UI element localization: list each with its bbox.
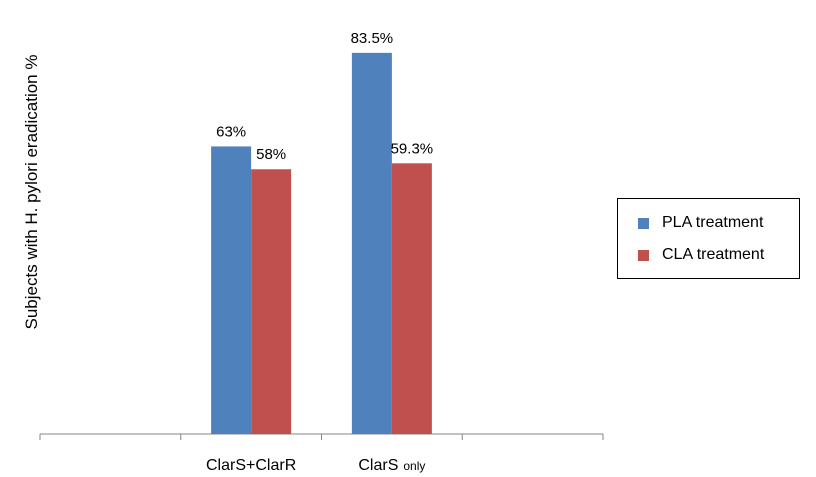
bar	[391, 163, 432, 435]
legend-label-cla: CLA treatment	[662, 246, 765, 263]
legend-item-cla: CLA treatment	[638, 245, 764, 265]
x-tick-labels: ClarS+ClarR ClarS only	[206, 457, 425, 474]
legend-swatch-cla	[638, 249, 649, 261]
bar	[211, 146, 252, 434]
data-label: 63%	[216, 123, 246, 140]
bar	[351, 52, 392, 435]
bar	[251, 169, 292, 434]
y-axis-label: Subjects with H. pylori eradication %	[22, 55, 41, 330]
x-tick-label: ClarS+ClarR	[206, 457, 296, 474]
x-axis	[39, 433, 604, 440]
data-label: 59.3%	[391, 140, 434, 157]
bars	[211, 52, 432, 435]
data-labels: 63% 58% 83.5% 59.3%	[216, 30, 433, 163]
x-tick-label: ClarS only	[358, 457, 425, 474]
x-tick-label-sub: only	[403, 459, 425, 473]
legend: PLA treatment CLA treatment	[617, 198, 800, 279]
legend-label-pla: PLA treatment	[662, 214, 764, 231]
data-label: 83.5%	[351, 30, 394, 47]
legend-swatch-pla	[638, 217, 649, 229]
legend-item-pla: PLA treatment	[638, 213, 763, 233]
data-label: 58%	[256, 146, 286, 163]
